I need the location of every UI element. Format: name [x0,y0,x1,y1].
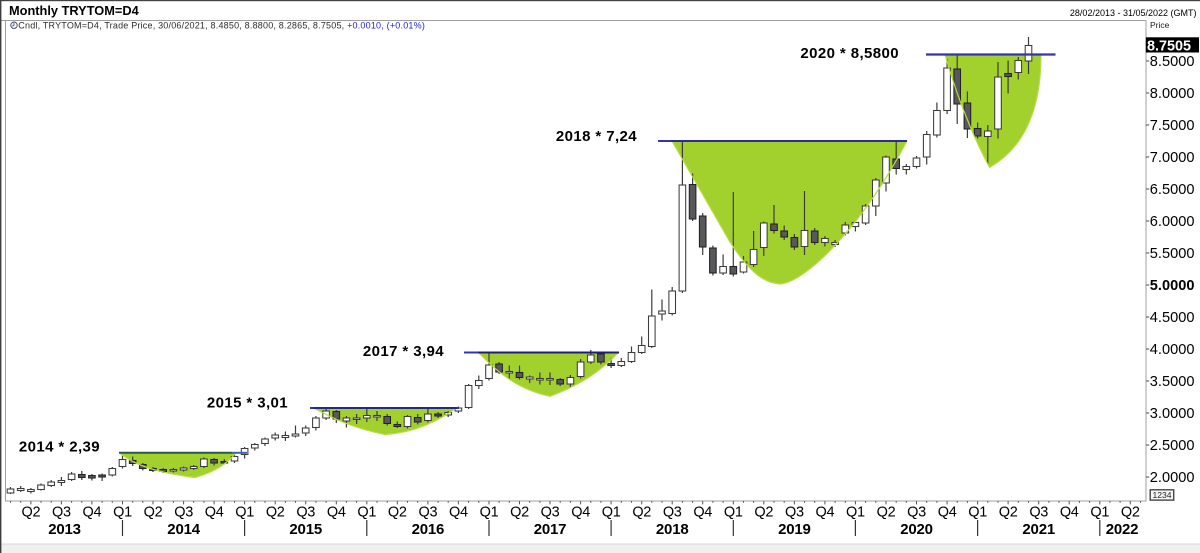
svg-text:8.7505: 8.7505 [1147,38,1191,54]
svg-text:2015: 2015 [289,521,322,538]
svg-text:28/02/2013 - 31/05/2022 (GMT): 28/02/2013 - 31/05/2022 (GMT) [1070,8,1197,18]
svg-text:3.5000: 3.5000 [1150,374,1195,390]
svg-text:8.0000: 8.0000 [1150,86,1195,102]
svg-text:Q1: Q1 [357,505,376,521]
svg-text:Q2: Q2 [510,505,529,521]
svg-text:2016: 2016 [412,521,445,538]
svg-text:2018: 2018 [656,521,689,538]
svg-text:Q3: Q3 [907,505,926,521]
svg-text:7.5000: 7.5000 [1150,118,1195,134]
svg-text:Q1: Q1 [724,505,743,521]
svg-text:2014 * 2,39: 2014 * 2,39 [19,439,100,456]
svg-text:Q4: Q4 [449,505,468,521]
svg-text:2015 * 3,01: 2015 * 3,01 [207,395,288,412]
svg-text:Q3: Q3 [1029,505,1048,521]
svg-text:Q2: Q2 [22,505,41,521]
svg-text:Q2: Q2 [754,505,773,521]
svg-text:Q3: Q3 [296,505,315,521]
svg-text:5.0000: 5.0000 [1150,278,1195,294]
svg-text:Q2: Q2 [144,505,163,521]
svg-text:Q3: Q3 [785,505,804,521]
svg-text:2017: 2017 [534,521,567,538]
svg-text:Q1: Q1 [235,505,254,521]
svg-text:7.0000: 7.0000 [1150,150,1195,166]
svg-text:Q3: Q3 [541,505,560,521]
svg-text:2018 * 7,24: 2018 * 7,24 [556,128,637,145]
svg-text:Monthly TRYTOM=D4: Monthly TRYTOM=D4 [9,3,140,18]
svg-text:Q4: Q4 [693,505,712,521]
svg-text:6.5000: 6.5000 [1150,182,1195,198]
svg-text:2013: 2013 [48,521,81,538]
svg-text:2017 * 3,94: 2017 * 3,94 [363,343,444,360]
svg-text:Price: Price [1150,20,1170,30]
svg-text:Cndl, TRYTOM=D4, Trade Price,: Cndl, TRYTOM=D4, Trade Price, 30/06/2021… [18,20,425,30]
svg-text:Q4: Q4 [83,505,102,521]
svg-text:Q3: Q3 [663,505,682,521]
svg-text:Q2: Q2 [388,505,407,521]
svg-text:Q3: Q3 [52,505,71,521]
svg-text:4.0000: 4.0000 [1150,342,1195,358]
svg-text:Q2: Q2 [877,505,896,521]
svg-text:Q1: Q1 [968,505,987,521]
svg-text:Q1: Q1 [602,505,621,521]
svg-text:2020: 2020 [900,521,933,538]
svg-text:Q3: Q3 [174,505,193,521]
svg-text:Q1: Q1 [846,505,865,521]
svg-text:2021: 2021 [1022,521,1055,538]
svg-text:Q1: Q1 [1090,505,1109,521]
svg-text:2014: 2014 [167,521,200,538]
svg-text:Q4: Q4 [1060,505,1079,521]
svg-text:Q4: Q4 [938,505,957,521]
svg-text:Q4: Q4 [205,505,224,521]
svg-text:Q1: Q1 [113,505,132,521]
svg-text:1234: 1234 [1152,490,1171,500]
svg-text:2020 * 8,5800: 2020 * 8,5800 [800,45,899,62]
svg-text:Q4: Q4 [571,505,590,521]
svg-text:Q1: Q1 [480,505,499,521]
svg-text:Q4: Q4 [327,505,346,521]
svg-text:Q2: Q2 [632,505,651,521]
svg-text:2022: 2022 [1106,521,1139,538]
svg-text:Q3: Q3 [419,505,438,521]
svg-text:8.5000: 8.5000 [1150,54,1195,70]
svg-text:Q4: Q4 [816,505,835,521]
svg-text:Q2: Q2 [999,505,1018,521]
svg-text:6.0000: 6.0000 [1150,214,1195,230]
svg-text:2.5000: 2.5000 [1150,438,1195,454]
svg-text:Q2: Q2 [1121,505,1140,521]
svg-text:3.0000: 3.0000 [1150,406,1195,422]
svg-text:5.5000: 5.5000 [1150,246,1195,262]
svg-text:2019: 2019 [778,521,811,538]
svg-text:Q2: Q2 [266,505,285,521]
svg-text:4.5000: 4.5000 [1150,310,1195,326]
svg-text:2.0000: 2.0000 [1150,470,1195,486]
